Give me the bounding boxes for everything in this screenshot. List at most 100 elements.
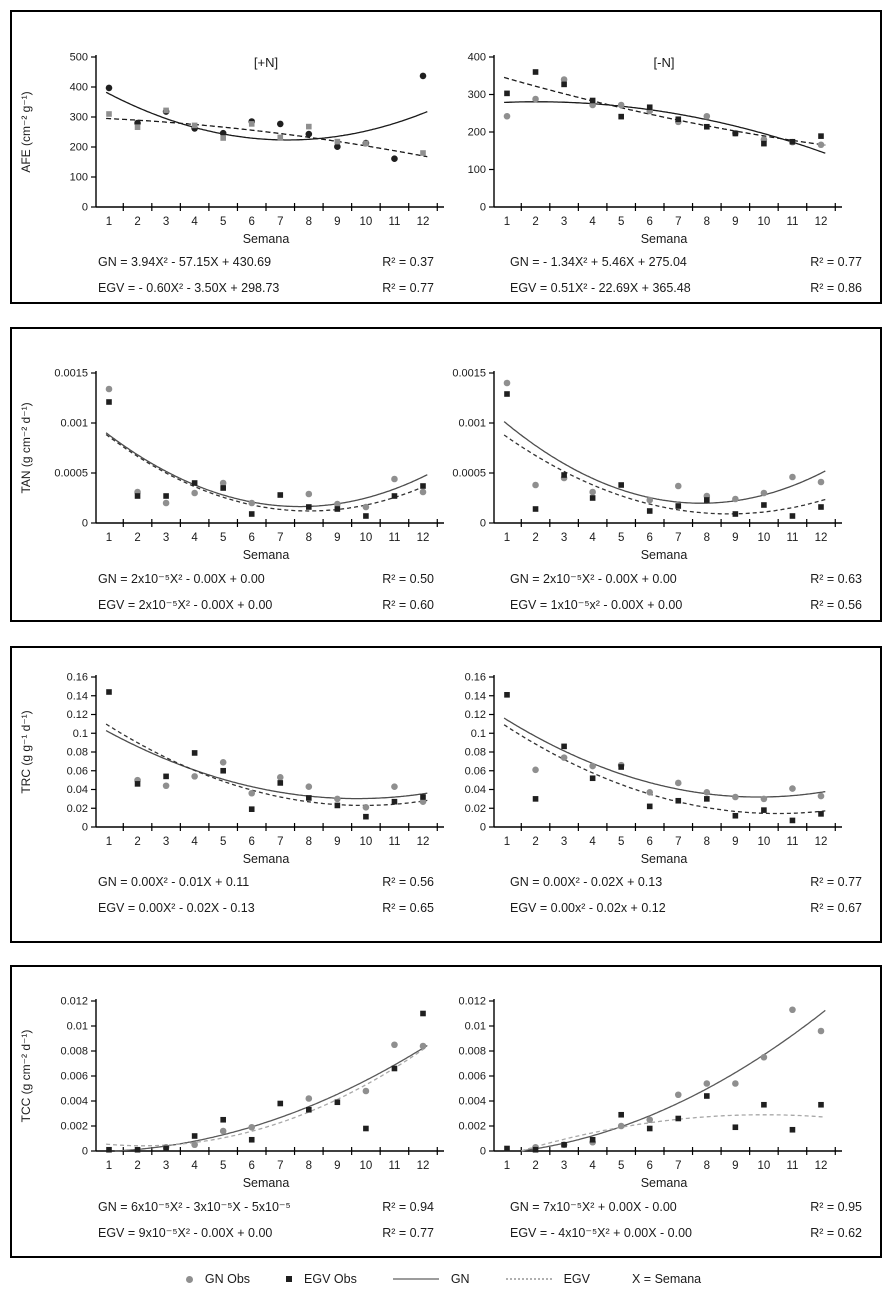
gn-obs-point <box>248 789 256 797</box>
egv-r2: R² = 0.62 <box>810 1226 862 1240</box>
egv-obs-point <box>589 97 596 104</box>
egv-obs-point <box>675 797 682 804</box>
x-tick-label: 3 <box>163 216 169 228</box>
egv-obs-point <box>761 1101 767 1108</box>
gn-obs-point <box>391 1041 398 1049</box>
gn-obs-point <box>560 76 568 83</box>
x-tick-label: 5 <box>220 836 226 848</box>
legend-egv-label: EGV <box>563 1272 590 1286</box>
egv-obs-point <box>277 1100 284 1107</box>
y-axis-label: TAN (g cm⁻² d⁻¹) <box>19 402 33 493</box>
gn-obs-point <box>305 130 313 138</box>
x-tick-label: 4 <box>191 836 198 848</box>
gn-obs-point <box>532 766 539 774</box>
legend-egv-obs: EGV Obs <box>286 1272 357 1286</box>
y-tick-label: 300 <box>468 89 486 101</box>
y-tick-label: 0 <box>82 518 88 530</box>
x-tick-label: 5 <box>618 532 624 544</box>
egv-obs-point <box>420 150 426 156</box>
egv-equation: EGV = 0.00X² - 0.02X - 0.13 <box>98 901 255 915</box>
egv-obs-point <box>532 506 539 512</box>
x-tick-label: 4 <box>191 216 198 228</box>
gn-obs-point <box>760 1053 768 1061</box>
egv-obs-point <box>561 472 567 478</box>
x-tick-label: 6 <box>647 216 653 228</box>
egv-r2: R² = 0.67 <box>810 901 862 915</box>
plot-area: [+N] 0 100 200 300 400 500 1 2 3 4 5 6 7 8 9 10 11 12 Sema… <box>12 39 448 249</box>
x-tick-label: 12 <box>815 1160 828 1172</box>
y-tick-label: 0.02 <box>67 803 88 815</box>
gn-equation: GN = 3.94X² - 57.15X + 430.69 <box>98 255 272 269</box>
y-tick-label: 0 <box>480 1146 486 1158</box>
gn-fit-curve <box>503 717 826 798</box>
y-tick-label: 0.004 <box>60 1096 88 1108</box>
gn-obs-point <box>219 479 227 487</box>
egv-obs-point <box>363 513 369 519</box>
egv-obs-point <box>134 781 141 787</box>
panel-afe-plus-n: [+N] 0 100 200 300 400 500 1 2 3 4 5 6 7 8 9 10 11 12 Sema… <box>12 12 448 302</box>
panel-tan-minus-n: 0 0.0005 0.001 0.0015 1 2 3 4 5 6 7 8 9 10 11 12 Semana … <box>448 329 884 620</box>
gn-obs-point <box>646 789 654 796</box>
egv-obs-point <box>306 1106 312 1113</box>
gn-equation: GN = - 1.34X² + 5.46X + 275.04 <box>510 255 687 269</box>
y-tick-label: 400 <box>468 52 486 64</box>
x-tick-label: 1 <box>504 532 510 544</box>
egv-obs-point <box>675 503 682 509</box>
egv-obs-point <box>191 480 198 486</box>
chart-box-afe: [+N] 0 100 200 300 400 500 1 2 3 4 5 6 7 8 9 10 11 12 Sema… <box>10 10 882 304</box>
gn-obs-point <box>789 1006 796 1014</box>
y-tick-label: 0.08 <box>465 747 486 759</box>
y-tick-label: 0 <box>82 1146 88 1158</box>
y-tick-label: 0.006 <box>60 1071 88 1083</box>
x-tick-label: 11 <box>388 1160 400 1172</box>
x-tick-label: 5 <box>220 532 226 544</box>
gn-obs-point <box>276 120 284 128</box>
egv-obs-point <box>220 767 226 774</box>
gn-obs-point <box>162 499 170 507</box>
x-tick-label: 11 <box>388 532 400 544</box>
y-tick-label: 0.06 <box>465 765 486 777</box>
x-tick-label: 11 <box>786 532 798 544</box>
gn-obs-point <box>503 112 511 120</box>
x-tick-label: 12 <box>815 216 828 228</box>
plot-area: 0 0.02 0.04 0.06 0.08 0.1 0.12 0.14 0.16 1 2 3 4 5 6 7 8… <box>410 659 846 869</box>
egv-obs-point <box>618 764 624 770</box>
x-tick-label: 6 <box>647 1160 653 1172</box>
x-tick-label: 8 <box>306 836 312 848</box>
gn-obs-point <box>419 72 427 80</box>
x-tick-label: 1 <box>106 836 112 848</box>
x-tick-label: 10 <box>758 836 771 848</box>
gn-obs-point <box>817 1027 825 1035</box>
x-tick-label: 10 <box>360 216 373 228</box>
egv-obs-point <box>589 775 596 782</box>
x-tick-label: 1 <box>504 1160 510 1172</box>
egv-r2: R² = 0.56 <box>810 598 862 612</box>
chart-box-tcc: 0 0.002 0.004 0.006 0.008 0.01 0.012 1 2 3 4 5 6 7 8 9 1… <box>10 965 882 1258</box>
egv-equation: EGV = 0.00x² - 0.02x + 0.12 <box>510 901 666 915</box>
y-axis-label: TRC (g g⁻¹ d⁻¹) <box>19 710 33 793</box>
egv-obs-point <box>646 104 653 111</box>
gn-obs-point <box>589 488 596 496</box>
gn-equation: GN = 7x10⁻⁵X² + 0.00X - 0.00 <box>510 1200 677 1214</box>
egv-obs-point <box>363 813 369 820</box>
gn-obs-point <box>674 1091 682 1099</box>
gn-obs-point <box>391 475 398 483</box>
gn-r2: R² = 0.37 <box>382 255 434 269</box>
gn-fit-curve <box>521 1009 826 1152</box>
gn-obs-point <box>305 1095 313 1102</box>
x-tick-label: 9 <box>732 1160 738 1172</box>
egv-obs-point <box>248 1136 255 1143</box>
gn-obs-point <box>248 499 256 507</box>
egv-obs-point <box>532 1146 539 1153</box>
gn-obs-point <box>248 1123 256 1131</box>
x-axis-label: Semana <box>641 548 688 562</box>
plot-area: 0 0.02 0.04 0.06 0.08 0.1 0.12 0.14 0.16 1 2 3 4 5 6 7 8… <box>12 659 448 869</box>
x-tick-label: 2 <box>532 836 538 848</box>
x-tick-label: 5 <box>220 1160 226 1172</box>
x-tick-label: 6 <box>249 836 255 848</box>
legend-gn-line: GN <box>392 1272 470 1286</box>
egv-obs-point <box>818 504 824 510</box>
